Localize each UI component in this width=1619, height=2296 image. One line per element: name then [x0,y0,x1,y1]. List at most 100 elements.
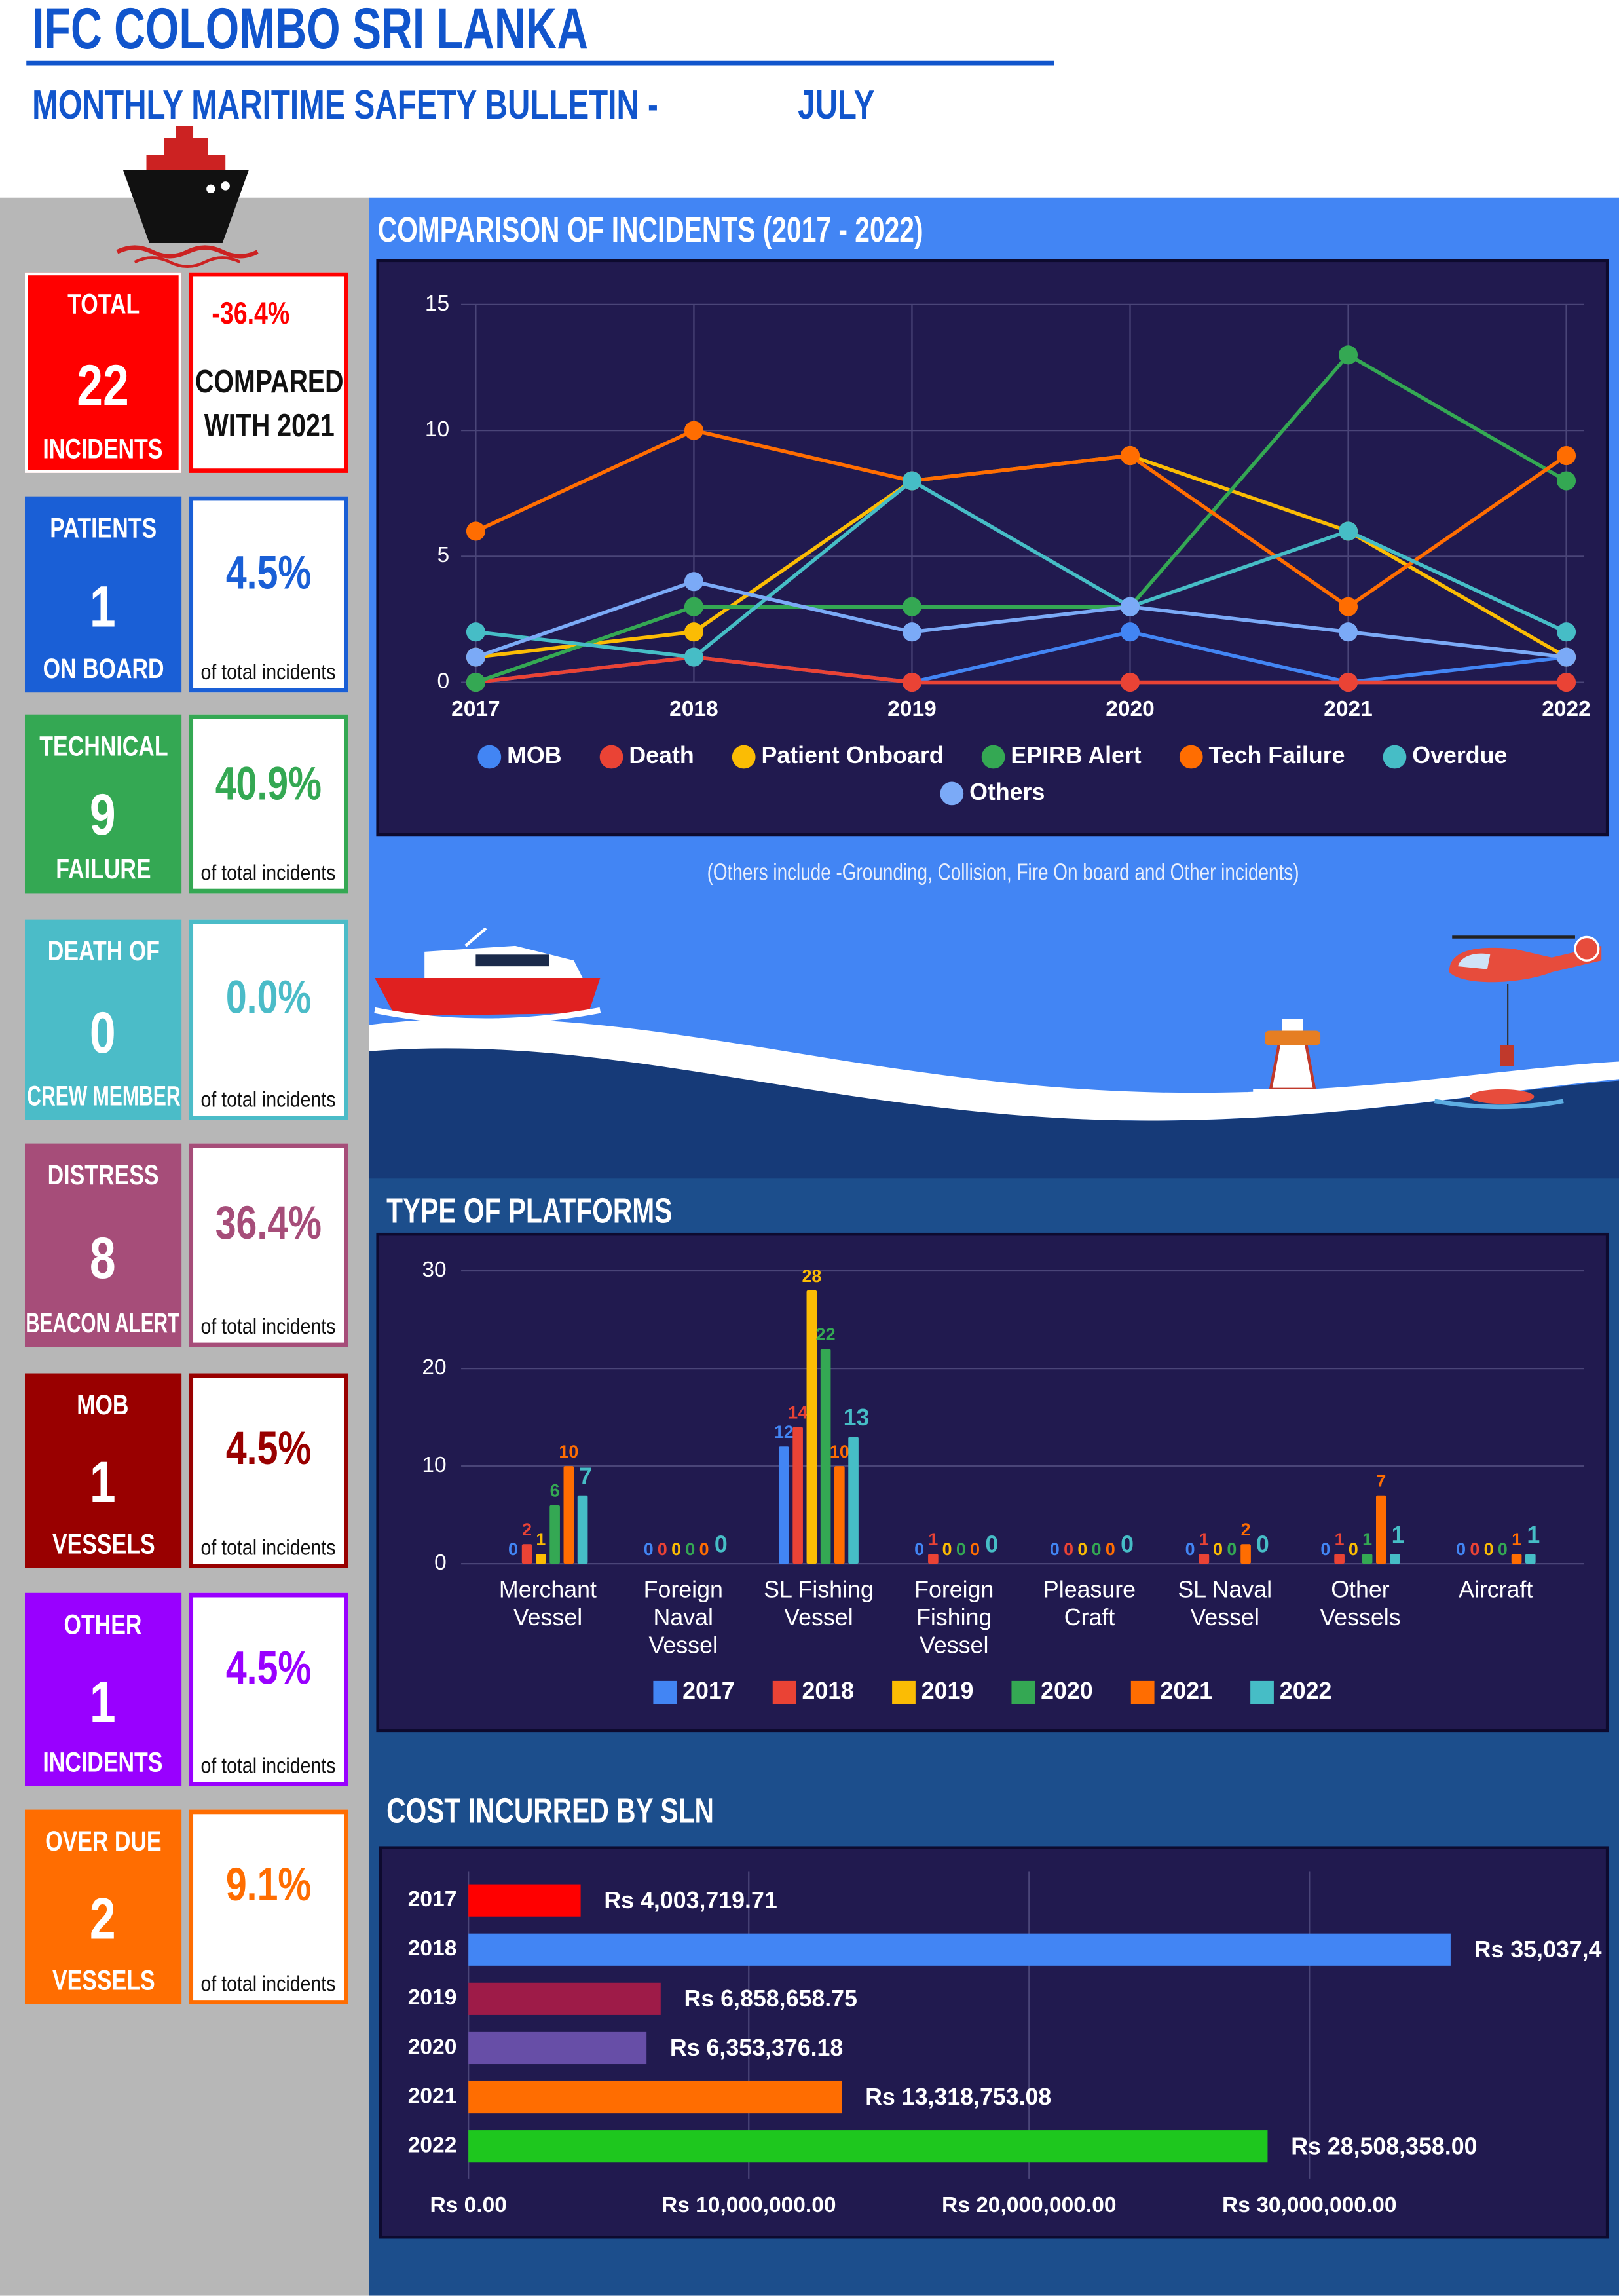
bar [834,1466,845,1564]
x-tick-label: Foreign Naval Vessel [643,1578,723,1659]
data-label: 10 [830,1442,849,1461]
card-top-label-wrap: DISTRESS [25,1161,181,1194]
bar [536,1554,546,1564]
bar [820,1349,831,1564]
legend-label: 2021 [1161,1678,1213,1704]
data-label: 0 [1456,1539,1466,1559]
data-label: 13 [844,1404,870,1431]
data-label: Rs 28,508,358.00 [1291,2133,1477,2159]
card-label-box [24,272,182,473]
card-note: of total incidents [201,659,337,685]
data-label: 0 [644,1539,654,1559]
y-tick-label: 5 [437,543,450,567]
x-tick-label: SL Naval Vessel [1178,1578,1273,1631]
card-top-label: DISTRESS [47,1161,159,1192]
legend-label: Death [629,742,694,768]
data-label: 0 [914,1539,924,1559]
card-top-label-wrap: TOTAL [25,290,181,323]
card-bottom-label: VESSELS [52,1966,155,1997]
bar [1525,1554,1536,1564]
data-point [1120,597,1140,616]
legend-label: 2017 [682,1678,735,1704]
data-label: 7 [579,1463,592,1489]
card-bottom-label-wrap: INCIDENTS [25,1748,181,1781]
data-label: 22 [816,1325,836,1344]
bar [928,1554,939,1564]
card-note-wrap: of total incidents [192,1086,346,1112]
card-note-wrap: of total incidents [192,1313,346,1340]
bar [1240,1544,1251,1564]
legend-label: 2018 [802,1678,854,1704]
data-label: 12 [774,1422,794,1442]
card-number: 1 [90,1451,117,1516]
legend-marker [477,745,502,769]
data-label: 14 [788,1402,808,1422]
card-top-label-wrap: DEATH OF [25,937,181,970]
card-label-box [24,496,182,693]
data-label: 7 [1376,1471,1386,1491]
data-label: 0 [1256,1532,1269,1558]
page-subtitle: MONTHLY MARITIME SAFETY BULLETIN - [32,82,658,128]
data-label: 1 [1512,1530,1521,1549]
bar [577,1495,588,1564]
bar [806,1290,817,1564]
legend-marker [1130,1680,1155,1704]
legend-marker [772,1680,796,1704]
card-number-wrap: 1 [25,1668,181,1738]
data-label: 0 [1077,1539,1087,1559]
data-point [1120,622,1140,642]
bar [563,1466,574,1564]
card-note-wrap: COMPARED WITH 2021 [174,360,364,448]
card-percent-wrap: -36.4% [193,296,307,333]
x-tick-label: 2018 [669,697,718,721]
data-point [1557,471,1576,491]
card-percent: 4.5% [225,1641,312,1694]
x-tick-label: 2019 [887,697,937,721]
boat-illustration [374,927,601,1025]
card-value-box [189,496,348,693]
card-top-label: DEATH OF [47,937,160,968]
bar [468,2031,647,2065]
data-label: 0 [1185,1539,1195,1559]
card-percent-wrap: 40.9% [193,756,344,812]
bar [1199,1554,1210,1564]
card-number-wrap: 22 [25,352,181,422]
data-label: 1 [1527,1522,1540,1548]
card-top-label-wrap: TECHNICAL [25,732,181,765]
y-tick-label: 2017 [408,1887,457,1911]
data-label: 1 [1199,1530,1209,1549]
card-number-wrap: 9 [25,781,181,851]
data-point [1557,446,1576,466]
card-percent-wrap: 36.4% [193,1195,344,1251]
data-label: 1 [928,1530,938,1549]
card-note: of total incidents [201,1971,337,1997]
y-tick-label: 2020 [408,2035,457,2059]
card-top-label-wrap: OTHER [25,1610,181,1644]
data-point [902,471,921,491]
chart-title: COMPARISON OF INCIDENTS (2017 - 2022) [377,210,923,251]
x-tick-label: Rs 20,000,000.00 [942,2193,1117,2217]
data-point [1557,673,1576,692]
card-number-wrap: 2 [25,1885,181,1955]
data-label: Rs 6,858,658.75 [684,1985,857,2012]
data-label: Rs 13,318,753.08 [865,2084,1051,2110]
card-top-label: OVER DUE [45,1827,162,1858]
legend-marker [1011,1680,1035,1704]
bar [468,2080,842,2114]
x-tick-label: 2021 [1324,697,1373,721]
chart-title: TYPE OF PLATFORMS [386,1192,673,1232]
card-top-label: OTHER [64,1610,143,1642]
card-bottom-label: FAILURE [55,855,151,886]
chart-title: COST INCURRED BY SLN [386,1792,714,1832]
data-point [684,622,703,642]
data-label: 2 [1241,1520,1251,1539]
card-value-box [189,919,348,1120]
bar [1362,1554,1373,1564]
card-bottom-label-wrap: INCIDENTS [25,434,181,468]
bar [468,1982,661,2015]
card-label-box [24,714,182,894]
card-percent: 36.4% [215,1195,322,1249]
legend-marker [1179,745,1203,769]
card-percent: 4.5% [225,546,312,599]
